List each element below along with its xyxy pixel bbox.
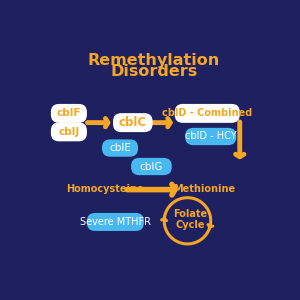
FancyBboxPatch shape xyxy=(175,104,240,123)
FancyBboxPatch shape xyxy=(113,113,153,132)
FancyBboxPatch shape xyxy=(51,104,87,123)
Text: Homocysteine: Homocysteine xyxy=(66,184,144,194)
FancyBboxPatch shape xyxy=(51,122,87,141)
Text: cblD - Combined: cblD - Combined xyxy=(162,108,252,118)
FancyBboxPatch shape xyxy=(102,140,138,157)
Text: Folate
Cycle: Folate Cycle xyxy=(173,209,207,230)
FancyBboxPatch shape xyxy=(131,158,172,175)
Text: cblE: cblE xyxy=(109,143,131,153)
Text: cblJ: cblJ xyxy=(58,127,80,137)
Text: Remethylation: Remethylation xyxy=(88,53,220,68)
FancyBboxPatch shape xyxy=(185,128,236,145)
Text: cblD - HCY: cblD - HCY xyxy=(185,131,236,142)
Text: cblC: cblC xyxy=(119,116,147,129)
Text: cblG: cblG xyxy=(140,161,163,172)
Text: cblF: cblF xyxy=(57,108,81,118)
Text: Severe MTHFR: Severe MTHFR xyxy=(80,217,151,227)
FancyBboxPatch shape xyxy=(87,213,144,231)
Text: Disorders: Disorders xyxy=(110,64,197,79)
Text: Methionine: Methionine xyxy=(173,184,235,194)
